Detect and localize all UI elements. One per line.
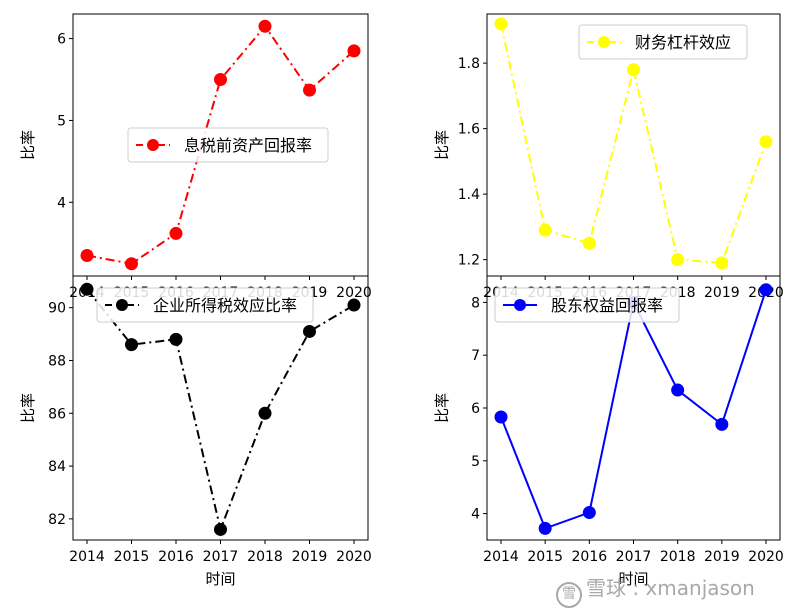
x-tick-label: 2014 — [69, 549, 105, 565]
y-tick-label: 1.4 — [458, 187, 480, 203]
y-tick-label: 1.6 — [458, 122, 480, 138]
y-tick-label: 5 — [471, 454, 480, 470]
legend: 财务杠杆效应 — [578, 24, 748, 60]
y-tick-label: 6 — [471, 401, 480, 417]
data-point — [80, 249, 94, 263]
data-point — [671, 383, 685, 397]
legend-box — [494, 287, 680, 323]
data-point — [258, 406, 272, 420]
chart-panel-2: 1.21.41.61.82014201520162017201820192020… — [433, 13, 784, 301]
data-point — [347, 298, 361, 312]
data-point — [494, 410, 508, 424]
legend-label: 股东权益回报率 — [551, 296, 663, 315]
watermark: 雪雪球 : xmanjason — [556, 572, 755, 608]
y-tick-label: 82 — [48, 512, 66, 528]
x-tick-label: 2020 — [336, 549, 372, 565]
y-tick-label: 88 — [48, 353, 66, 369]
data-point — [538, 521, 552, 535]
data-point — [759, 283, 773, 297]
data-point — [258, 19, 272, 33]
y-tick-label: 7 — [471, 348, 480, 364]
data-point — [169, 332, 183, 346]
data-point — [303, 83, 316, 97]
data-point — [627, 63, 640, 77]
legend-label: 企业所得税效应比率 — [153, 296, 297, 315]
y-tick-label: 4 — [57, 195, 66, 211]
y-axis-label: 比率 — [433, 130, 451, 160]
data-point — [347, 44, 361, 58]
x-tick-label: 2014 — [483, 549, 519, 565]
y-tick-label: 4 — [471, 507, 480, 523]
x-tick-label: 2016 — [572, 549, 608, 565]
legend-marker — [514, 299, 526, 311]
y-tick-label: 1.8 — [458, 56, 480, 72]
x-tick-label: 2016 — [158, 549, 194, 565]
series-line — [86, 288, 355, 533]
data-point — [715, 256, 729, 270]
data-point — [169, 226, 183, 240]
y-tick-label: 90 — [48, 301, 66, 317]
data-point — [125, 257, 138, 271]
legend-box — [96, 287, 314, 323]
data-point — [303, 324, 316, 338]
legend-box — [578, 24, 748, 60]
data-point — [125, 338, 138, 352]
legend-box — [127, 127, 329, 163]
legend-marker — [598, 36, 610, 48]
x-tick-label: 2015 — [527, 549, 563, 565]
data-point — [214, 73, 227, 86]
legend: 企业所得税效应比率 — [96, 287, 314, 323]
legend-marker — [147, 139, 159, 151]
x-tick-label: 2018 — [660, 549, 696, 565]
data-point — [582, 506, 596, 520]
data-point — [582, 236, 596, 250]
x-axis-label: 时间 — [205, 570, 235, 588]
y-axis-label: 比率 — [19, 130, 37, 160]
y-axis-label: 比率 — [19, 393, 37, 423]
data-point — [715, 417, 729, 431]
legend-label: 财务杠杆效应 — [635, 33, 731, 52]
data-point — [494, 17, 508, 31]
legend: 息税前资产回报率 — [127, 127, 329, 163]
data-point — [671, 253, 685, 267]
watermark-text: 雪球 : xmanjason — [586, 576, 755, 600]
data-point — [214, 522, 227, 536]
x-tick-label: 2017 — [203, 549, 239, 565]
legend: 股东权益回报率 — [494, 287, 680, 323]
legend-marker — [116, 299, 128, 311]
y-tick-label: 1.2 — [458, 253, 480, 269]
chart-panel-3: 82 84 86 88 90 2014 2015 2016 2017 2018 2019 2020 比率… — [19, 275, 372, 588]
y-tick-label: 6 — [57, 32, 66, 48]
x-tick-label: 2019 — [704, 549, 740, 565]
chart-panel-1: 4562014201520162017201820192020比率息税前资产回报… — [19, 13, 372, 301]
y-tick-label: 86 — [48, 406, 66, 422]
y-tick-label: 84 — [48, 459, 66, 475]
x-tick-label: 2019 — [292, 549, 328, 565]
x-tick-label: 2020 — [336, 285, 372, 301]
x-tick-label: 2018 — [247, 549, 283, 565]
x-tick-label: 2015 — [114, 549, 150, 565]
data-point — [759, 135, 773, 149]
y-axis-label: 比率 — [433, 393, 451, 423]
series-line — [500, 289, 767, 530]
data-point — [538, 223, 552, 237]
x-tick-label: 2017 — [616, 549, 652, 565]
x-axis-label: 时间 — [618, 570, 648, 588]
data-point — [80, 282, 94, 296]
legend-label: 息税前资产回报率 — [184, 136, 312, 155]
x-tick-label: 2020 — [748, 549, 784, 565]
snowball-logo-icon: 雪 — [556, 582, 582, 608]
y-tick-label: 5 — [57, 113, 66, 129]
x-tick-label: 2019 — [704, 285, 740, 301]
y-tick-label: 8 — [471, 295, 480, 311]
